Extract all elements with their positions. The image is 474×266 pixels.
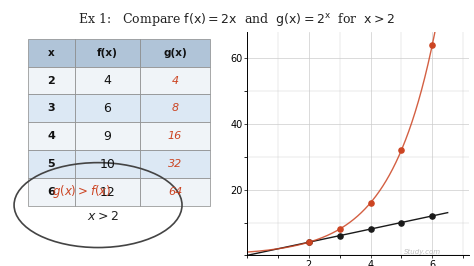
Text: 8: 8 bbox=[172, 103, 179, 113]
Bar bbox=[75, 66, 140, 94]
Bar bbox=[140, 150, 210, 178]
Bar bbox=[75, 150, 140, 178]
Bar bbox=[140, 66, 210, 94]
Text: $g(x)>f(x)$: $g(x)>f(x)$ bbox=[52, 183, 111, 200]
Point bbox=[428, 43, 436, 47]
Text: g(x): g(x) bbox=[163, 48, 187, 57]
Point bbox=[336, 234, 344, 238]
Text: Ex 1:   Compare $\mathrm{f(x)=2x}$  and  $\mathrm{g(x)=2^x}$  for  $\mathrm{x>2}: Ex 1: Compare $\mathrm{f(x)=2x}$ and $\m… bbox=[79, 11, 395, 28]
Bar bbox=[75, 178, 140, 206]
Text: f(x): f(x) bbox=[97, 48, 118, 57]
Text: 9: 9 bbox=[103, 130, 111, 143]
Text: Study.com: Study.com bbox=[404, 249, 441, 255]
Bar bbox=[28, 94, 75, 122]
Bar bbox=[75, 39, 140, 66]
Point bbox=[305, 240, 313, 244]
Text: 10: 10 bbox=[100, 158, 115, 171]
Bar bbox=[28, 178, 75, 206]
Text: 4: 4 bbox=[47, 131, 55, 141]
Text: 12: 12 bbox=[100, 186, 115, 199]
Text: 64: 64 bbox=[168, 187, 182, 197]
Bar bbox=[140, 122, 210, 150]
Text: 2: 2 bbox=[47, 76, 55, 85]
Point bbox=[367, 227, 374, 231]
Text: x: x bbox=[48, 48, 55, 57]
Bar bbox=[75, 94, 140, 122]
Bar bbox=[28, 66, 75, 94]
Bar bbox=[28, 150, 75, 178]
Point bbox=[398, 148, 405, 152]
Text: 5: 5 bbox=[47, 159, 55, 169]
Text: 16: 16 bbox=[168, 131, 182, 141]
Point bbox=[367, 201, 374, 205]
Text: $x>2$: $x>2$ bbox=[87, 210, 118, 223]
Bar bbox=[140, 39, 210, 66]
Text: 4: 4 bbox=[172, 76, 179, 85]
Bar bbox=[140, 178, 210, 206]
Point bbox=[428, 214, 436, 218]
Bar bbox=[28, 39, 75, 66]
Text: 4: 4 bbox=[103, 74, 111, 87]
Point bbox=[398, 220, 405, 225]
Text: 6: 6 bbox=[103, 102, 111, 115]
Bar bbox=[28, 122, 75, 150]
Text: 6: 6 bbox=[47, 187, 55, 197]
Bar bbox=[75, 122, 140, 150]
Point bbox=[305, 240, 313, 244]
Point bbox=[336, 227, 344, 231]
Bar bbox=[140, 94, 210, 122]
Text: 3: 3 bbox=[47, 103, 55, 113]
Text: 32: 32 bbox=[168, 159, 182, 169]
